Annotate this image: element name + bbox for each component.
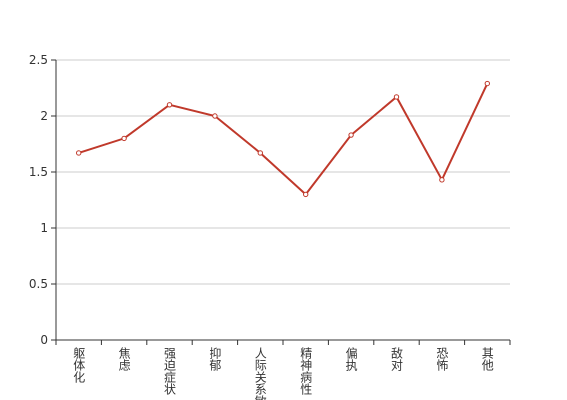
point	[439, 177, 445, 183]
x-tick-label: 恐怖	[435, 347, 449, 371]
point	[348, 132, 354, 138]
x-tick-label: 精神病性	[299, 347, 313, 396]
y-tick-label: 0.5	[29, 277, 48, 291]
point	[303, 191, 309, 198]
point	[212, 113, 218, 119]
y-tick-label: 2	[40, 109, 48, 123]
x-tick-label: 抑郁	[208, 346, 222, 372]
x-tick-label: 其他	[480, 347, 494, 371]
y-tick-label: 0	[40, 333, 48, 347]
x-tick-label: 强迫症状	[163, 347, 177, 395]
x-tick-label: 敌对	[390, 346, 404, 371]
line	[78, 83, 489, 196]
x-tick-label: 焦虑	[117, 347, 131, 371]
point	[121, 135, 127, 142]
x-tick-label: 人际关系敏感	[253, 347, 267, 400]
y-tick-label: 2.5	[29, 53, 48, 67]
y-tick-label: 1.5	[29, 165, 48, 179]
point	[393, 94, 400, 100]
x-tick-label: 偏执	[344, 346, 358, 372]
y-tick-label: 1	[40, 221, 48, 235]
point	[484, 80, 490, 87]
point	[166, 102, 173, 108]
point	[76, 150, 82, 156]
x-tick-label: 躯体化	[72, 346, 86, 384]
point	[257, 150, 263, 156]
